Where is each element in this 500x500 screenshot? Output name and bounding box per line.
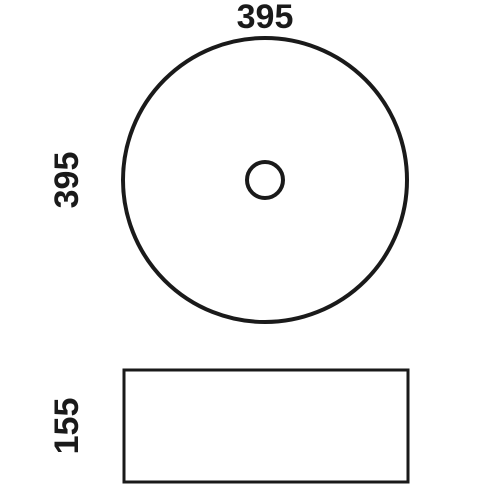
diameter-label-left: 395 xyxy=(48,152,86,209)
height-label-left: 155 xyxy=(48,398,86,455)
diameter-label-top: 395 xyxy=(237,0,294,36)
top-view-outer-circle xyxy=(123,38,407,322)
dimension-diagram: 395 395 155 xyxy=(0,0,500,500)
side-view-rect xyxy=(124,370,408,482)
top-view-inner-circle xyxy=(247,162,283,198)
